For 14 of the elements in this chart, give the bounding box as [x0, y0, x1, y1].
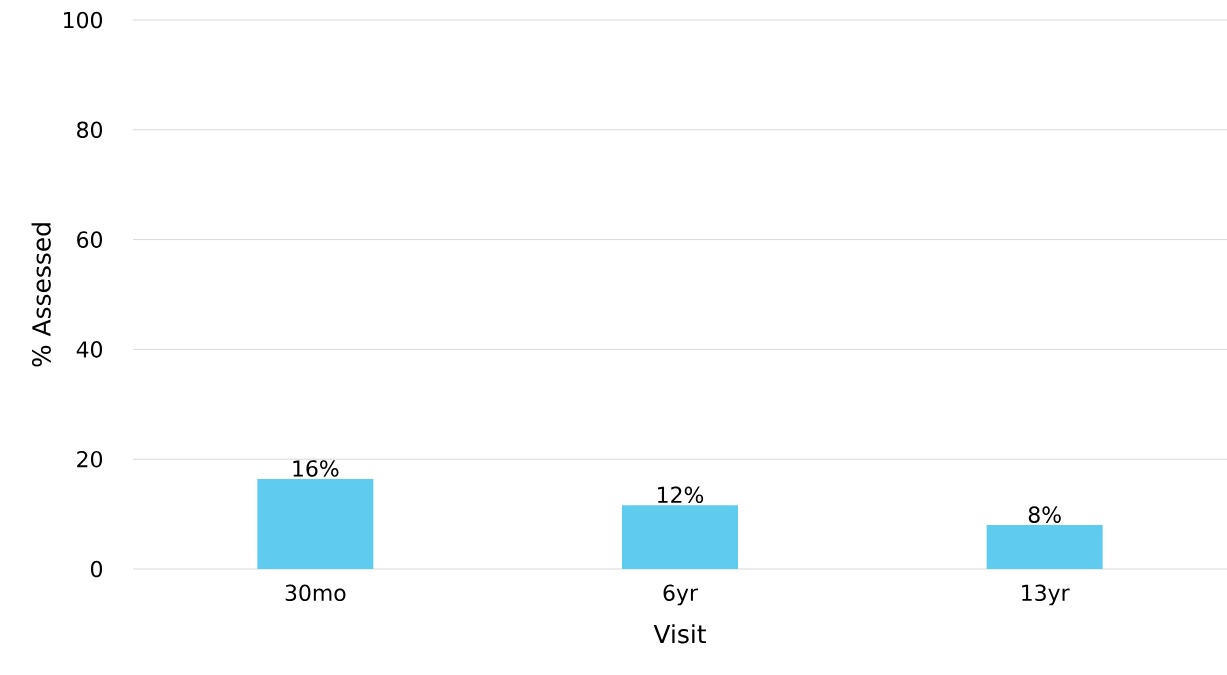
x-tick-label: 30mo: [285, 584, 346, 602]
y-tick-label: 20: [77, 450, 103, 468]
y-tick-label: 80: [77, 121, 103, 139]
y-tick-label: 0: [90, 560, 103, 578]
data-label: 8%: [1028, 506, 1061, 523]
data-label: 16%: [293, 460, 339, 477]
y-tick-label: 60: [77, 231, 103, 248]
x-axis-title: Visit: [653, 624, 706, 644]
x-tick-label: 13yr: [1022, 584, 1070, 606]
y-axis-title: % Assessed: [31, 223, 51, 367]
x-tick-label: 6yr: [663, 584, 698, 606]
data-label: 12%: [658, 486, 704, 504]
y-tick-label: 40: [76, 341, 103, 358]
y-tick-label: 100: [64, 11, 103, 29]
